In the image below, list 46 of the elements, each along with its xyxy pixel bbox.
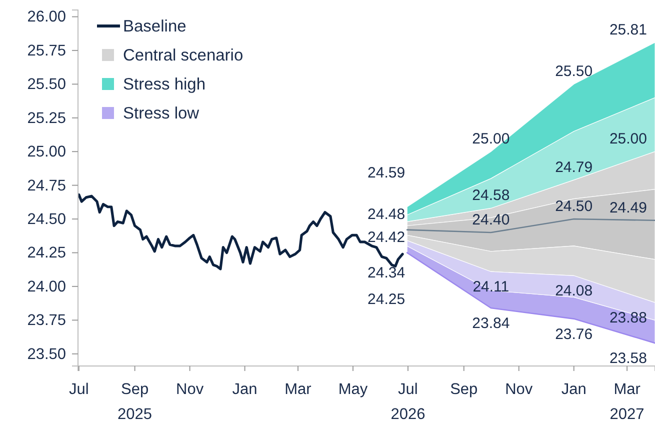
y-tick-label: 24.75 (27, 177, 66, 194)
y-tick-label: 24.00 (27, 278, 66, 296)
x-tick-label: May (338, 381, 368, 398)
x-tick-label: Mar 2027 (610, 381, 644, 421)
x-tick-label: Jan (232, 381, 258, 398)
y-tick-label: 25.25 (27, 110, 66, 127)
legend-label: Stress high (123, 75, 206, 94)
y-tick-label: 23.75 (27, 312, 66, 330)
x-tick-label: Jan (561, 381, 586, 398)
y-tick-label: 25.00 (27, 144, 66, 161)
annotation: 24.59 (368, 164, 406, 182)
annotation: 25.81 (609, 21, 647, 38)
y-tick-label: 25.50 (27, 76, 66, 94)
y-tick-label: 23.50 (27, 346, 66, 363)
y-tick-label: 25.75 (27, 42, 66, 60)
legend-label: Baseline (123, 17, 186, 36)
annotation: 24.11 (472, 278, 510, 296)
y-tick-label: 24.50 (27, 210, 66, 228)
x-tick-label: Nov (176, 381, 204, 398)
annotation: 25.00 (472, 130, 510, 148)
annotation: 24.48 (368, 206, 406, 224)
annotation: 24.79 (555, 158, 593, 176)
annotation: 23.88 (609, 310, 647, 327)
x-tick-label: Sep (450, 381, 478, 398)
x-tick-label: Jul (68, 381, 89, 398)
annotation: 23.76 (555, 326, 593, 343)
annotation: 24.50 (555, 198, 593, 215)
annotation: 24.40 (472, 211, 510, 228)
annotation: 24.49 (609, 199, 647, 216)
annotation: 25.50 (555, 63, 593, 80)
annotation: 23.84 (472, 314, 510, 332)
annotation: 24.08 (555, 282, 593, 300)
x-tick-label: Sep 2025 (118, 381, 152, 421)
annotation: 24.58 (472, 187, 510, 204)
legend-label: Central scenario (123, 46, 244, 64)
annotation: 25.00 (609, 130, 647, 148)
x-tick-label: Jul 2026 (390, 381, 426, 421)
x-tick-label: Nov (505, 381, 533, 398)
annotation: 23.58 (609, 350, 647, 368)
y-tick-label: 24.25 (27, 244, 66, 262)
annotation: 24.34 (368, 264, 406, 282)
legend-label: Stress low (123, 104, 200, 122)
annotation: 24.42 (368, 228, 406, 246)
y-tick-label: 26.00 (27, 8, 66, 26)
x-tick-label: Mar (284, 381, 312, 398)
annotation: 24.25 (368, 291, 406, 308)
